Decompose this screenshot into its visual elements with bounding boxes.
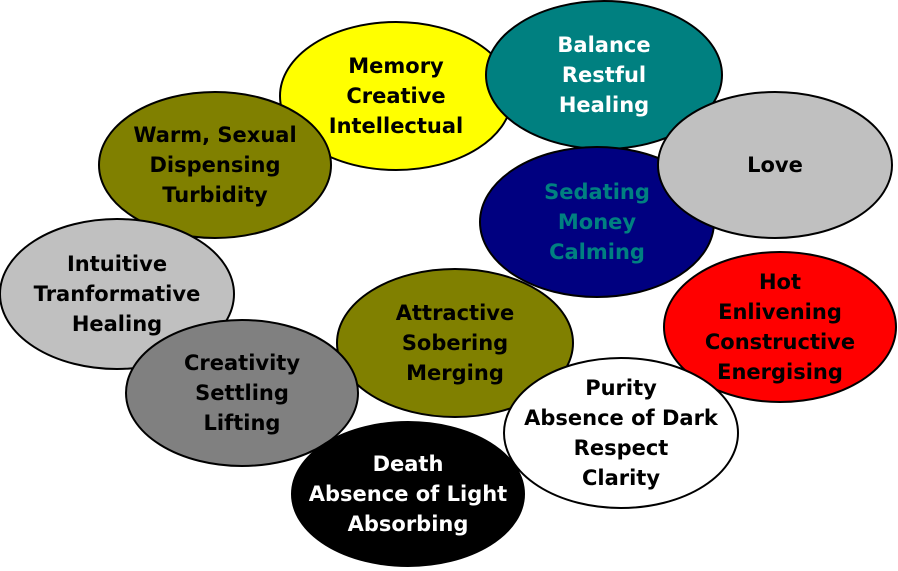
- ellipse-death: Death Absence of Light Absorbing: [291, 421, 525, 567]
- ellipse-creativity: Creativity Settling Lifting: [125, 319, 359, 467]
- ellipse-balance-label: Healing: [559, 93, 649, 117]
- ellipse-sedating: Sedating Money Calming: [479, 146, 715, 298]
- ellipse-love-shape: [657, 91, 893, 239]
- ellipse-sedating-label: Calming: [549, 240, 645, 264]
- ellipse-attractive-label: Merging: [406, 361, 504, 385]
- ellipse-love-label: Love: [747, 153, 803, 177]
- ellipse-purity: Purity Absence of Dark Respect Clarity: [503, 357, 739, 509]
- ellipse-attractive-label: Attractive: [396, 301, 514, 325]
- ellipse-memory: Memory Creative Intellectual: [279, 21, 513, 171]
- ellipse-hot-label: Constructive: [705, 330, 855, 354]
- ellipse-hot-label: Hot: [759, 270, 801, 294]
- ellipse-hot-label: Energising: [717, 360, 843, 384]
- ellipse-death-label: Absorbing: [348, 512, 469, 536]
- ellipse-warm-label: Dispensing: [149, 153, 280, 177]
- ellipse-attractive-label: Sobering: [402, 331, 508, 355]
- ellipse-purity-label: Purity: [585, 376, 657, 400]
- ellipse-purity-label: Clarity: [582, 466, 660, 490]
- ellipse-death-shape: [291, 421, 525, 567]
- ellipse-purity-label: Absence of Dark: [524, 406, 719, 430]
- ellipse-attractive-shape: [336, 268, 574, 418]
- ellipse-balance-label: Restful: [562, 63, 646, 87]
- ellipse-death-label: Death: [373, 452, 444, 476]
- ellipse-warm-shape: [98, 91, 332, 239]
- ellipse-creativity-label: Creativity: [184, 351, 300, 375]
- ellipse-attractive: Attractive Sobering Merging: [336, 268, 574, 418]
- ellipse-memory-label: Creative: [346, 84, 445, 108]
- ellipse-intuitive: Intuitive Tranformative Healing: [0, 218, 235, 370]
- ellipse-sedating-label: Money: [558, 210, 637, 234]
- ellipse-warm-label: Warm, Sexual: [133, 123, 296, 147]
- ellipse-sedating-label: Sedating: [544, 180, 650, 204]
- ellipse-purity-label: Respect: [574, 436, 669, 460]
- ellipse-purity-shape: [503, 357, 739, 509]
- ellipse-intuitive-label: Intuitive: [67, 252, 167, 276]
- ellipse-memory-label: Memory: [348, 54, 444, 78]
- ellipse-hot-shape: [663, 251, 897, 403]
- ellipse-hot-label: Enlivening: [718, 300, 842, 324]
- ellipse-love: Love: [657, 91, 893, 239]
- ellipse-warm: Warm, Sexual Dispensing Turbidity: [98, 91, 332, 239]
- ellipse-death-label: Absence of Light: [309, 482, 507, 506]
- ellipse-creativity-label: Lifting: [204, 411, 281, 435]
- ellipse-creativity-shape: [125, 319, 359, 467]
- ellipse-memory-label: Intellectual: [329, 114, 464, 138]
- ellipse-hot: Hot Enlivening Constructive Energising: [663, 251, 897, 403]
- ellipse-balance-label: Balance: [557, 33, 650, 57]
- ellipse-intuitive-label: Healing: [72, 312, 162, 336]
- ellipse-creativity-label: Settling: [195, 381, 289, 405]
- ellipse-balance: Balance Restful Healing: [485, 0, 723, 150]
- ellipse-intuitive-label: Tranformative: [34, 282, 201, 306]
- ellipse-intuitive-shape: [0, 218, 235, 370]
- ellipse-warm-label: Turbidity: [162, 183, 268, 207]
